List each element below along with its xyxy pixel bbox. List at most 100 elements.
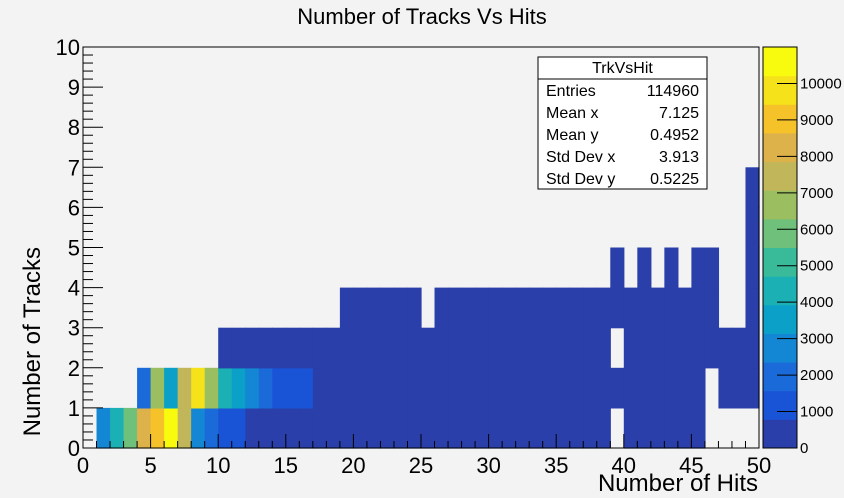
bin-cell [407,327,422,369]
palette-tick-label: 7000 [800,185,833,202]
y-tick-label: 2 [68,356,80,381]
bin-cell [380,287,395,329]
bin-cell [556,287,571,329]
palette-swatch [763,75,797,105]
bin-cell [542,407,557,449]
bin-cell [745,167,760,208]
bin-cell [312,407,327,449]
bin-cell [650,327,665,369]
palette-tick-label: 10000 [800,75,842,92]
bin-cell [637,367,652,409]
bin-cell [515,327,530,369]
bin-cell [299,367,314,409]
stats-row-label: Mean x [546,105,598,122]
bin-cell [407,367,422,409]
palette-tick-label: 2000 [800,367,833,384]
bin-cell [326,327,341,369]
bin-cell [664,287,679,329]
bin-cell [448,327,463,369]
bin-cell [218,327,233,369]
bin-cell [353,407,368,449]
palette-swatch [763,362,797,392]
y-tick-label: 0 [68,436,80,461]
bin-cell [556,327,571,369]
bin-cell [177,367,192,409]
bin-cell [596,367,611,409]
bin-cell [704,247,720,289]
bin-cell [583,407,598,449]
color-palette: 0 1000 2000 3000 4000 5000 6000 7000 8000 9000 100… [762,46,842,457]
palette-tick-label: 5000 [800,258,833,275]
bin-cell [556,407,571,449]
bin-cell [529,407,544,449]
palette-tick-label: 0 [800,440,808,457]
bin-cell [745,327,760,369]
bin-cell [596,407,611,449]
palette-swatch [763,390,797,420]
bin-cell [623,407,638,449]
bin-cell [231,367,246,409]
bin-cell [353,367,368,409]
bin-cell [231,327,246,369]
bin-cell [258,407,273,449]
palette-swatch [763,333,797,363]
stats-box[interactable]: TrkVsHit Entries 114960 Mean x 7.125 Mean y 0.… [537,56,708,190]
bin-cell [312,367,327,409]
bin-cell [475,367,490,409]
bin-cell [393,287,409,329]
bin-cell [623,287,638,329]
bin-cell [502,407,517,449]
bin-cell [529,327,544,369]
bin-cell [731,367,747,409]
bin-cell [515,287,530,329]
bin-cell [353,287,368,329]
bin-cell [569,287,584,329]
palette-swatch [763,304,797,334]
bin-cell [637,407,652,449]
bin-cell [704,327,720,369]
y-tick-label: 8 [68,115,80,140]
bin-cell [339,287,354,329]
palette-swatch [763,161,797,191]
bin-cell [245,327,260,369]
x-tick-label: 30 [476,453,500,478]
bin-cell [380,407,395,449]
palette-swatch [763,190,797,220]
bin-cell [583,327,598,369]
bin-cell [488,407,503,449]
stats-row-value: 114960 [647,83,699,100]
bin-cell [272,327,287,369]
y-tick-label: 10 [56,35,80,60]
bin-cell [299,327,314,369]
bin-cell [164,407,179,449]
bin-cell [285,407,300,449]
bin-cell [258,327,273,369]
bin-cell [393,407,409,449]
bin-cell [745,207,760,249]
bin-cell [339,407,354,449]
bin-cell [123,407,138,449]
bin-cell [110,407,125,449]
stats-row-label: Std Dev y [546,171,615,188]
bin-cell [366,407,382,449]
bin-cell [691,367,706,409]
stats-row-value: 0.5225 [650,171,699,188]
palette-swatch [763,419,797,449]
bin-cell [407,407,422,449]
bin-cell [650,367,665,409]
bin-cell [502,327,517,369]
bin-cell [637,247,652,289]
bin-cell [731,327,747,369]
bin-cell [515,367,530,409]
bin-cell [569,367,584,409]
palette-swatch [763,132,797,163]
stats-row-label: Entries [546,83,596,100]
bin-cell [421,327,436,369]
bin-cell [745,287,760,329]
bin-cell [258,367,273,409]
bin-cell [623,367,638,409]
bin-cell [231,407,246,449]
y-tick-label: 3 [68,316,80,341]
bin-cell [150,367,165,409]
